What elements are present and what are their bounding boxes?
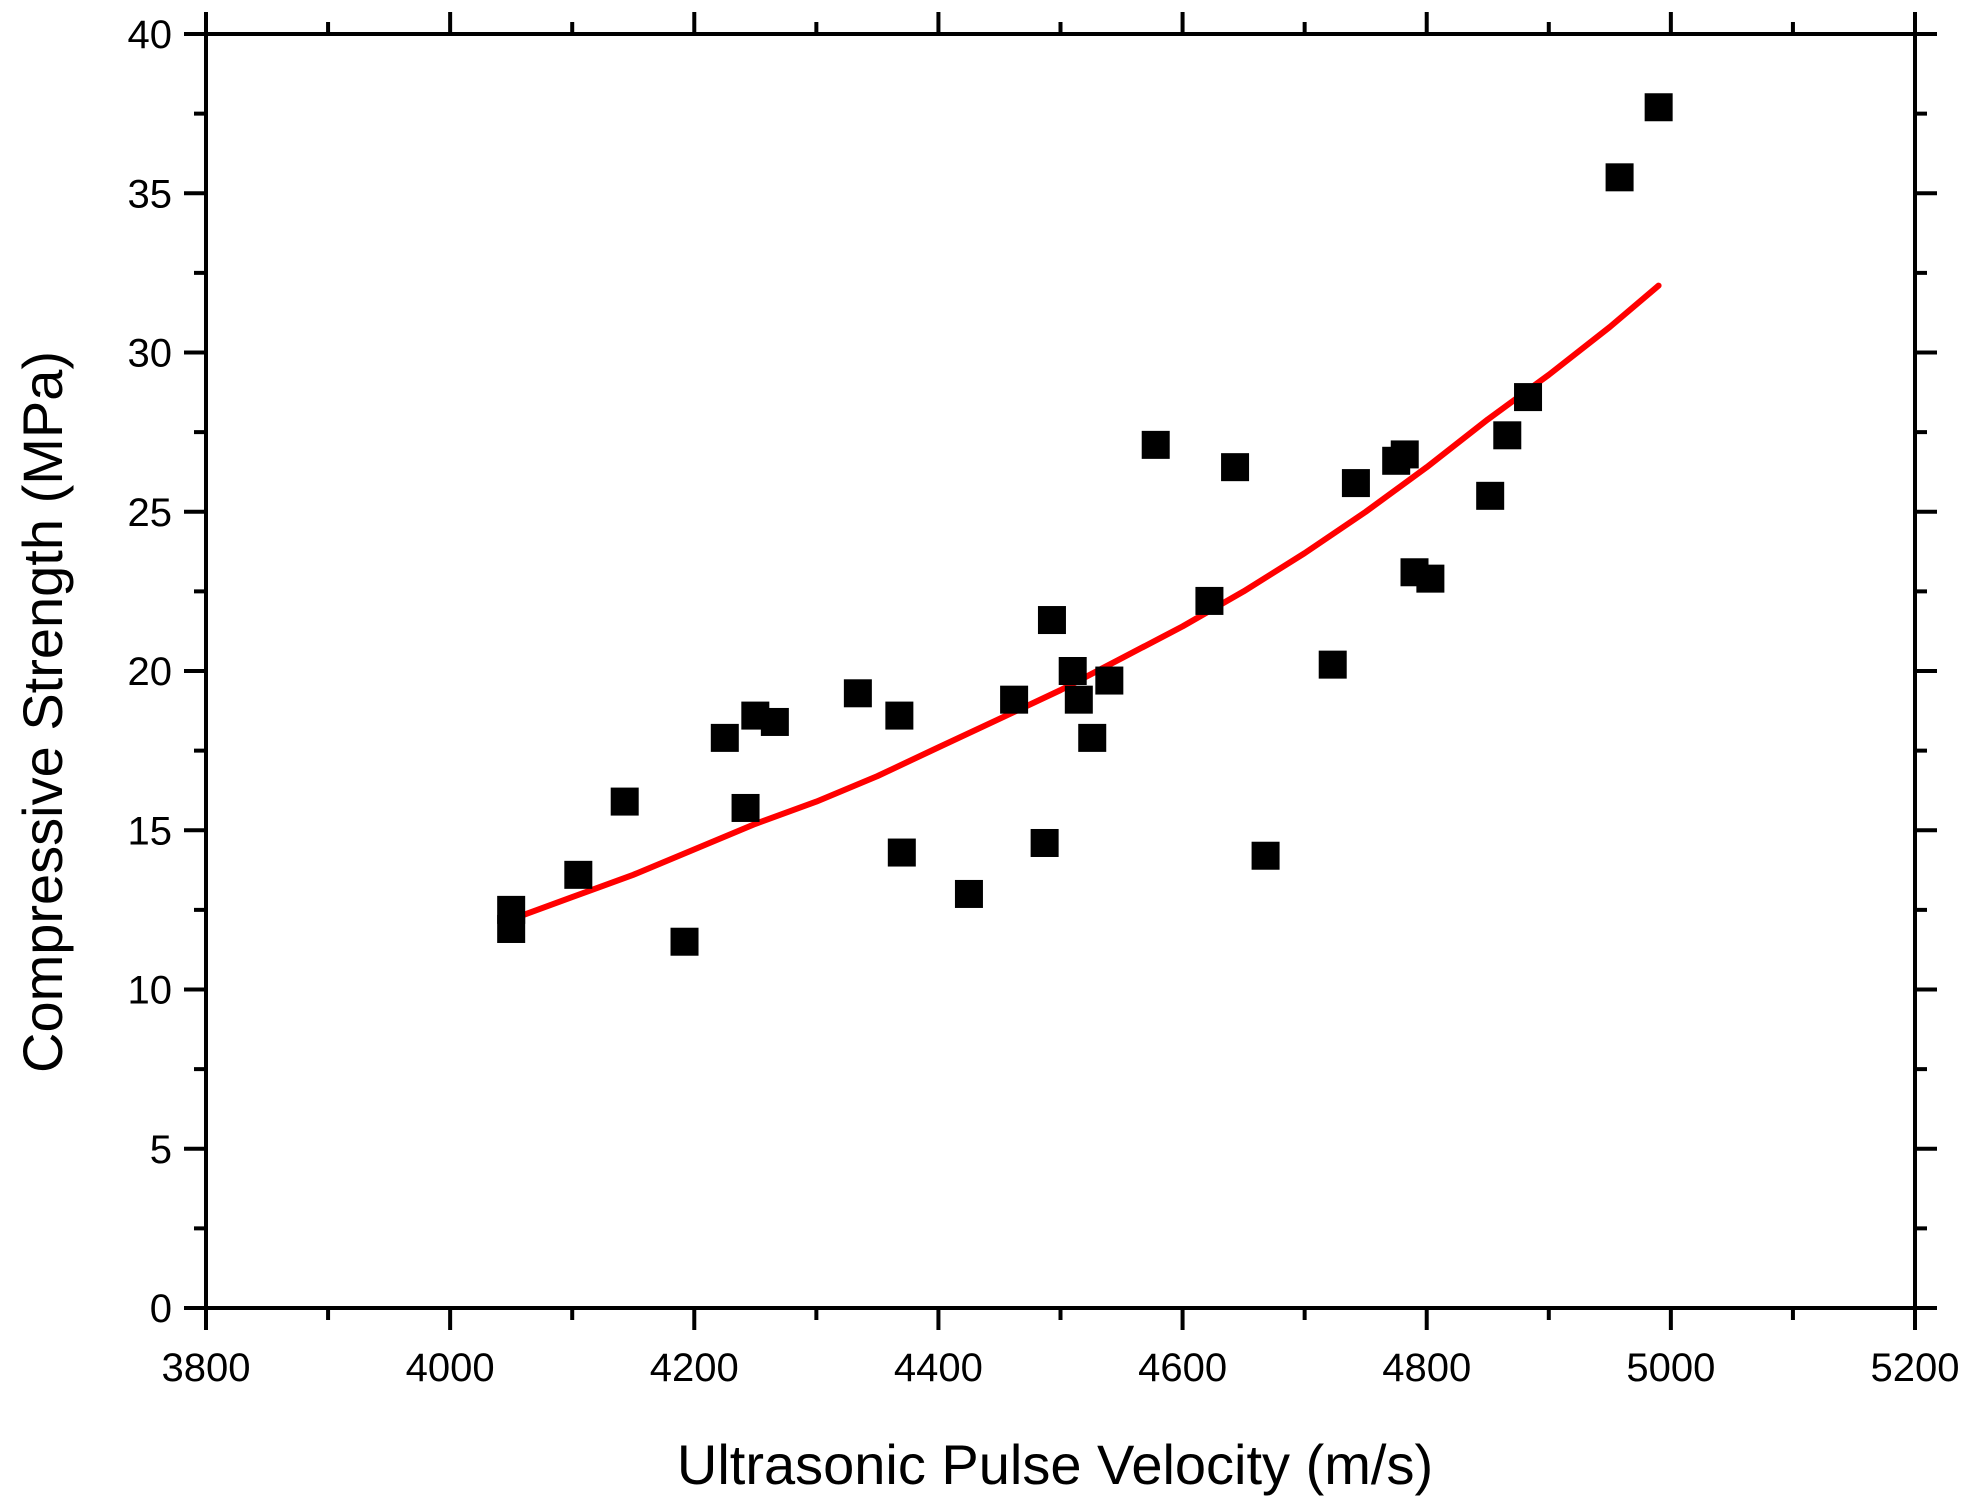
y-tick-label: 30 xyxy=(128,332,173,376)
data-point xyxy=(1000,685,1029,714)
data-point xyxy=(710,723,739,752)
data-point xyxy=(1605,163,1634,192)
data-point xyxy=(1390,440,1419,469)
data-point xyxy=(1221,453,1250,482)
data-point xyxy=(1318,650,1347,679)
y-tick-label: 20 xyxy=(128,650,173,694)
x-axis-title: Ultrasonic Pulse Velocity (m/s) xyxy=(677,1433,1433,1496)
y-tick-label: 5 xyxy=(150,1128,172,1172)
data-point xyxy=(885,701,914,730)
data-point xyxy=(1644,93,1673,122)
data-point xyxy=(1095,666,1124,695)
data-point xyxy=(1141,430,1170,459)
y-tick-label: 35 xyxy=(128,172,173,216)
data-point xyxy=(1514,383,1543,412)
axes: 3800 4000 4200 4400 4600 4800 5000 5200 0 5 10 15 20… xyxy=(128,12,1960,1390)
data-point xyxy=(610,787,639,816)
data-point xyxy=(564,860,593,889)
data-point xyxy=(1030,828,1059,857)
data-point xyxy=(843,679,872,708)
fit-curve-group xyxy=(508,282,1662,923)
y-tick-label: 10 xyxy=(128,969,173,1013)
data-point xyxy=(1476,481,1505,510)
data-point xyxy=(1493,421,1522,450)
y-tick-label: 0 xyxy=(150,1287,172,1331)
data-point xyxy=(760,707,789,736)
data-points-group xyxy=(497,93,1673,956)
x-tick-label: 5000 xyxy=(1626,1346,1715,1390)
data-point xyxy=(1037,606,1066,635)
y-axis-title: Compressive Strength (MPa) xyxy=(11,351,74,1073)
x-tick-label: 3800 xyxy=(162,1346,251,1390)
x-tick-label: 4200 xyxy=(650,1346,739,1390)
data-point xyxy=(497,914,526,943)
x-tick-label: 4600 xyxy=(1138,1346,1227,1390)
data-point xyxy=(1058,657,1087,685)
data-point xyxy=(731,793,760,822)
y-tick-label: 25 xyxy=(128,491,173,535)
data-point xyxy=(1416,564,1445,593)
x-tick-label: 4000 xyxy=(406,1346,495,1390)
y-tick-label: 15 xyxy=(128,809,173,853)
data-point xyxy=(1251,841,1280,870)
data-point xyxy=(1195,586,1224,615)
data-point xyxy=(954,879,983,908)
data-point xyxy=(1078,723,1107,752)
x-tick-label: 4800 xyxy=(1382,1346,1471,1390)
data-point xyxy=(887,838,916,867)
data-point xyxy=(1341,469,1370,498)
data-point xyxy=(670,927,699,956)
x-tick-label: 5200 xyxy=(1871,1346,1960,1390)
x-tick-label: 4400 xyxy=(894,1346,983,1390)
fit-curve xyxy=(508,282,1662,923)
y-tick-label: 40 xyxy=(128,13,173,57)
data-point xyxy=(1064,685,1093,714)
